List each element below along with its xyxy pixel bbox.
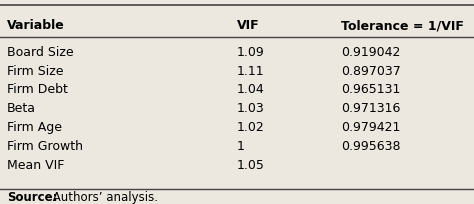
Text: Variable: Variable <box>7 19 65 32</box>
Text: Source:: Source: <box>7 190 58 203</box>
Text: 0.995638: 0.995638 <box>341 139 401 152</box>
Text: 0.919042: 0.919042 <box>341 45 401 59</box>
Text: 0.897037: 0.897037 <box>341 64 401 77</box>
Text: Board Size: Board Size <box>7 45 74 59</box>
Text: 1.03: 1.03 <box>237 102 265 115</box>
Text: Mean VIF: Mean VIF <box>7 158 64 171</box>
Text: 1.09: 1.09 <box>237 45 265 59</box>
Text: 0.971316: 0.971316 <box>341 102 401 115</box>
Text: Firm Growth: Firm Growth <box>7 139 83 152</box>
Text: Firm Debt: Firm Debt <box>7 83 68 96</box>
Text: Tolerance = 1/VIF: Tolerance = 1/VIF <box>341 19 464 32</box>
Text: 1.02: 1.02 <box>237 121 265 134</box>
Text: Beta: Beta <box>7 102 36 115</box>
Text: Firm Age: Firm Age <box>7 121 62 134</box>
Text: Authors’ analysis.: Authors’ analysis. <box>49 190 158 203</box>
Text: 1.04: 1.04 <box>237 83 265 96</box>
Text: 0.965131: 0.965131 <box>341 83 401 96</box>
Text: 1.11: 1.11 <box>237 64 264 77</box>
Text: 1: 1 <box>237 139 245 152</box>
Text: 0.979421: 0.979421 <box>341 121 401 134</box>
Text: 1.05: 1.05 <box>237 158 265 171</box>
Text: Firm Size: Firm Size <box>7 64 64 77</box>
Text: VIF: VIF <box>237 19 260 32</box>
